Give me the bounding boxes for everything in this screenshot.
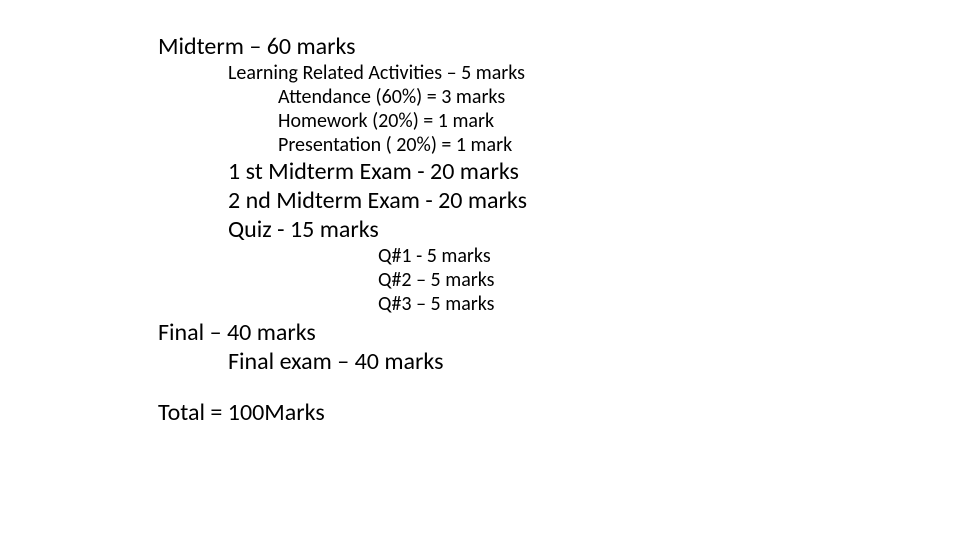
lra-heading: Learning Related Activities – 5 marks — [228, 61, 960, 85]
lra-attendance: Attendance (60%) = 3 marks — [278, 85, 960, 109]
lra-presentation: Presentation ( 20%) = 1 mark — [278, 133, 960, 157]
quiz-q2: Q#2 – 5 marks — [378, 268, 960, 292]
lra-homework: Homework (20%) = 1 mark — [278, 109, 960, 133]
quiz-heading: Quiz - 15 marks — [228, 215, 960, 244]
final-heading: Final – 40 marks — [158, 318, 960, 347]
final-exam: Final exam – 40 marks — [228, 347, 960, 376]
midterm-heading: Midterm – 60 marks — [158, 32, 960, 61]
midterm-exam-1: 1 st Midterm Exam - 20 marks — [228, 157, 960, 186]
midterm-exam-2: 2 nd Midterm Exam - 20 marks — [228, 186, 960, 215]
quiz-q1: Q#1 - 5 marks — [378, 244, 960, 268]
quiz-q3: Q#3 – 5 marks — [378, 292, 960, 316]
total-line: Total = 100Marks — [158, 398, 960, 427]
